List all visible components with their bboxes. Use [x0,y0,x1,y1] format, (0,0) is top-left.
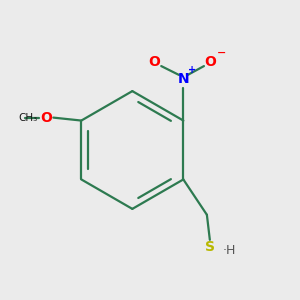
Text: CH₃: CH₃ [18,112,37,123]
Text: O: O [204,55,216,69]
Text: +: + [188,65,196,76]
Text: ·H: ·H [223,244,236,257]
Text: S: S [205,240,215,254]
Text: O: O [40,111,52,124]
Text: O: O [148,55,160,69]
Text: N: N [178,72,189,86]
Text: −: − [217,48,226,58]
